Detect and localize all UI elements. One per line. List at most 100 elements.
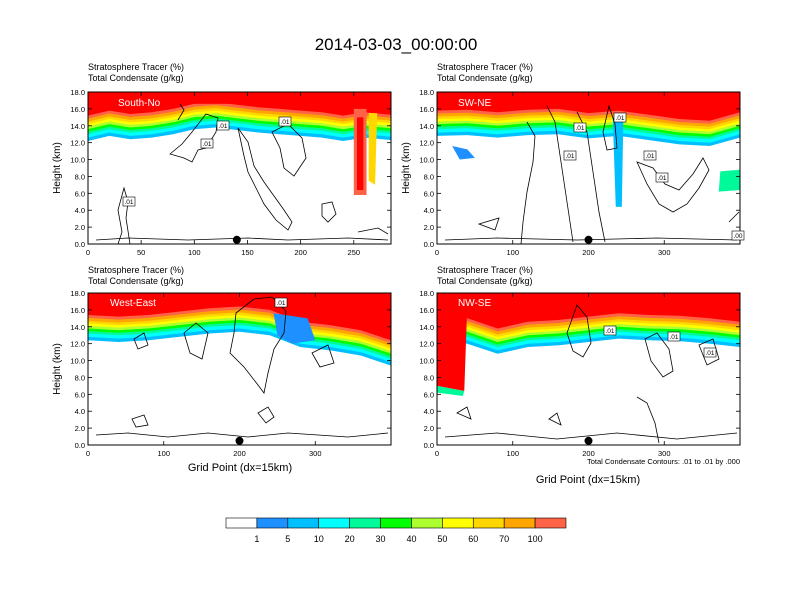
- tracer-band: [88, 92, 391, 104]
- condensate-contour: [644, 332, 674, 378]
- cross-section-label: West-East: [110, 298, 156, 309]
- panel-subtitle-line2: Total Condensate (g/kg): [437, 73, 533, 83]
- condensate-contour: [271, 123, 307, 177]
- contour-label-box: [216, 120, 230, 131]
- contour-label: .01: [605, 328, 614, 335]
- contour-label-box: [731, 230, 745, 241]
- condensate-contour: [133, 332, 149, 350]
- condensate-contour: [566, 304, 592, 358]
- y-axis: 0.0 2.0 4.0 6.0 8.0 10.0 12.0 14.0 16.0 18.0: [419, 88, 740, 249]
- condensate-contour: [728, 211, 740, 223]
- panel-subtitle-line1: Stratosphere Tracer (%): [437, 265, 533, 275]
- contour-label-box: [274, 297, 288, 308]
- y-tick-label: 16.0: [419, 306, 434, 315]
- contour-label-box: [122, 196, 136, 207]
- y-tick-label: 2.0: [424, 223, 434, 232]
- condensate-contour: [636, 396, 660, 444]
- colorbar-label: 30: [376, 534, 386, 544]
- colorbar-swatch: [256, 517, 289, 529]
- y-tick-label: 12.0: [70, 340, 85, 349]
- condensate-contours: [444, 104, 740, 245]
- contour-labels: .01: [274, 297, 288, 308]
- panel-subtitle-line2: Total Condensate (g/kg): [88, 73, 184, 83]
- panel-sw-ne: Stratosphere Tracer (%) Total Condensate…: [401, 62, 745, 257]
- contour-label: .01: [669, 334, 678, 341]
- y-axis: 0.0 2.0 4.0 6.0 8.0 10.0 12.0 14.0 16.0 18.0: [70, 289, 391, 450]
- condensate-contour: [636, 157, 710, 213]
- contour-footnote: Total Condensate Contours: .01 to .01 by…: [587, 457, 740, 466]
- contour-labels: .01 .01 .01: [603, 325, 717, 358]
- tracer-blob: [718, 169, 740, 192]
- y-tick-label: 12.0: [70, 139, 85, 148]
- tracer-band: [88, 293, 391, 341]
- y-tick-label: 12.0: [419, 340, 434, 349]
- condensate-contour: [177, 103, 185, 121]
- x-tick-label: 50: [137, 248, 145, 257]
- colorbar-swatch: [503, 517, 536, 529]
- y-tick-label: 14.0: [419, 323, 434, 332]
- y-tick-label: 0.0: [424, 441, 434, 450]
- contour-label: .01: [657, 175, 666, 182]
- contour-label-box: [655, 172, 669, 183]
- y-axis-label: Height (km): [52, 142, 63, 194]
- y-tick-label: 2.0: [75, 424, 85, 433]
- colorbar-swatch: [349, 517, 381, 529]
- contour-label: .00: [733, 233, 742, 240]
- colorbar-swatch: [318, 517, 350, 529]
- condensate-contour: [257, 406, 275, 424]
- tracer-field: [437, 293, 740, 397]
- colorbar-swatch: [380, 517, 412, 529]
- colorbar-label: 50: [437, 534, 447, 544]
- contour-label: .01: [124, 199, 133, 206]
- figure-title: 2014-03-03_00:00:00: [315, 35, 478, 54]
- condensate-contour: [311, 344, 335, 368]
- panel-subtitle-line1: Stratosphere Tracer (%): [88, 62, 184, 72]
- x-tick-label: 0: [435, 449, 439, 458]
- y-axis: 0.0 2.0 4.0 6.0 8.0 10.0 12.0 14.0 16.0 18.0: [70, 88, 391, 249]
- x-tick-label: 100: [157, 449, 170, 458]
- x-tick-label: 300: [309, 449, 322, 458]
- contour-labels: .01 .01 .01 .01 .01 .00: [563, 112, 745, 241]
- contour-label-box: [703, 347, 717, 358]
- x-axis-label: Grid Point (dx=15km): [188, 462, 292, 474]
- condensate-contour: [357, 227, 389, 235]
- y-tick-label: 8.0: [75, 172, 85, 181]
- tracer-blob: [452, 146, 475, 160]
- y-tick-label: 0.0: [75, 240, 85, 249]
- cross-section-label: South-No: [118, 98, 161, 109]
- y-tick-label: 2.0: [424, 424, 434, 433]
- y-tick-label: 14.0: [70, 122, 85, 131]
- x-axis: 0 100 200 300: [86, 293, 322, 458]
- condensate-contour: [477, 217, 500, 231]
- contour-label: .01: [276, 300, 285, 307]
- x-tick-label: 0: [86, 449, 90, 458]
- condensate-contour: [117, 186, 131, 245]
- y-tick-label: 6.0: [424, 390, 434, 399]
- contour-label-box: [603, 325, 617, 336]
- y-tick-label: 4.0: [75, 407, 85, 416]
- condensate-contour: [229, 296, 287, 394]
- y-tick-label: 18.0: [70, 289, 85, 298]
- condensate-contours: [95, 296, 389, 438]
- tracer-field: [88, 293, 391, 366]
- condensate-contour: [321, 201, 337, 223]
- x-tick-label: 150: [241, 248, 254, 257]
- colorbar-swatch: [287, 517, 320, 529]
- location-marker: [235, 436, 244, 445]
- colorbar-swatch: [442, 517, 474, 529]
- y-tick-label: 4.0: [424, 407, 434, 416]
- y-tick-label: 8.0: [424, 373, 434, 382]
- tracer-field: [88, 92, 391, 196]
- contour-label: .01: [280, 119, 289, 126]
- colorbar: 1 5 10 20 30 40 50 60 70 100: [225, 517, 567, 544]
- contour-label-box: [200, 138, 214, 149]
- y-tick-label: 0.0: [424, 240, 434, 249]
- panel-subtitle-line2: Total Condensate (g/kg): [437, 276, 533, 286]
- tracer-field: [437, 92, 740, 207]
- condensate-contour: [169, 113, 219, 163]
- tracer-band: [437, 293, 740, 305]
- colorbar-label: 5: [285, 534, 290, 544]
- condensate-contour: [444, 237, 738, 241]
- panel-subtitle-line1: Stratosphere Tracer (%): [437, 62, 533, 72]
